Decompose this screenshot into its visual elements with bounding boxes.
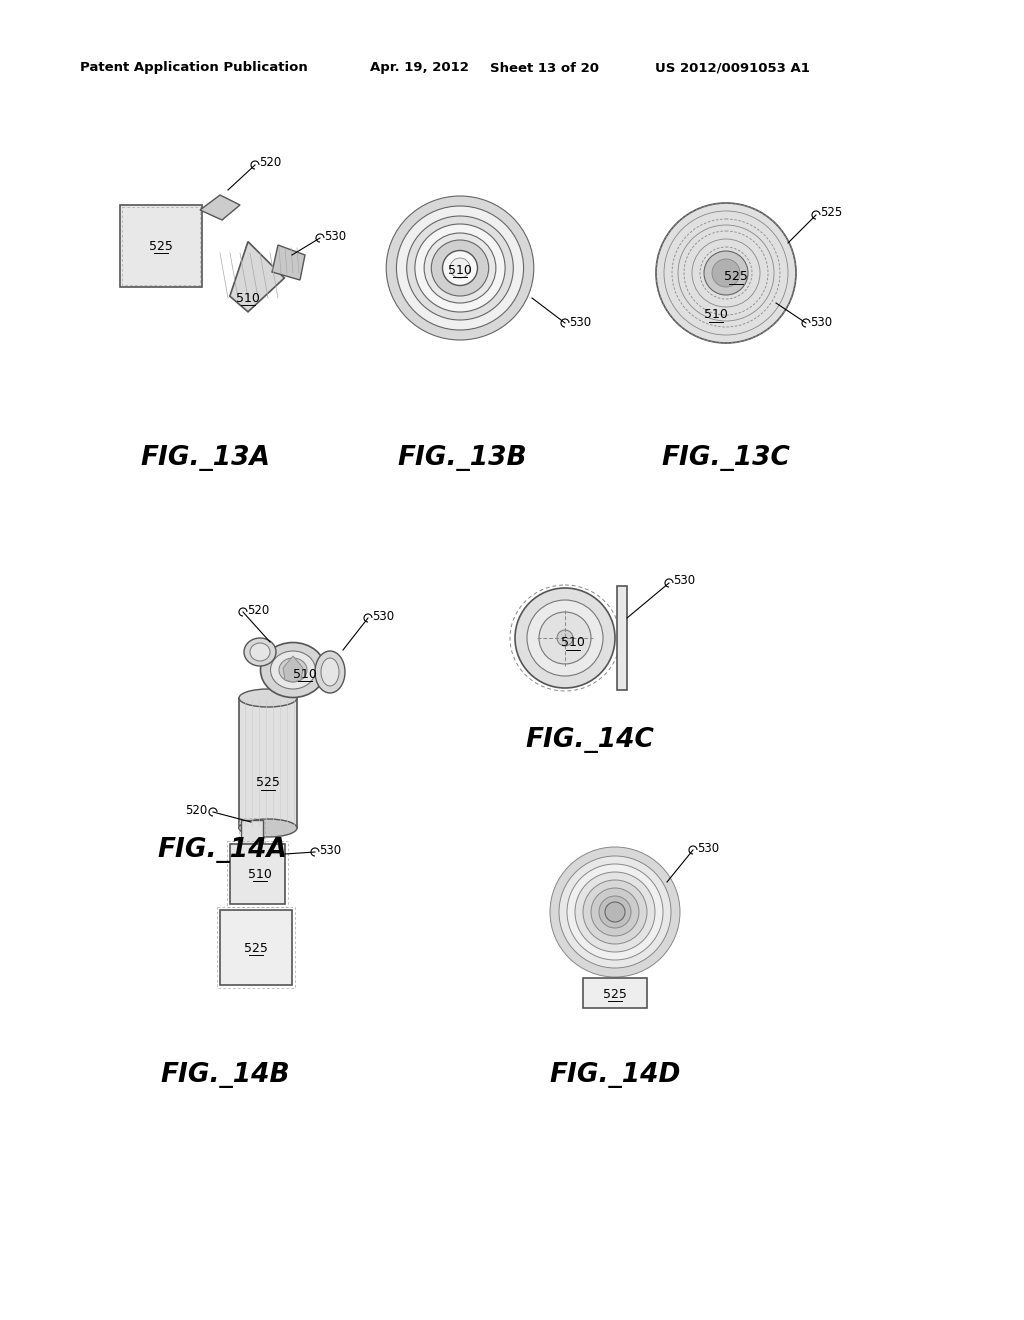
Text: 520: 520: [185, 804, 207, 817]
Text: 520: 520: [259, 156, 282, 169]
Text: 510: 510: [293, 668, 317, 681]
Text: FIG._14D: FIG._14D: [549, 1063, 681, 1088]
Ellipse shape: [321, 657, 339, 686]
FancyBboxPatch shape: [583, 978, 647, 1008]
Text: US 2012/0091053 A1: US 2012/0091053 A1: [655, 62, 810, 74]
Ellipse shape: [270, 651, 315, 689]
Polygon shape: [283, 656, 303, 682]
Polygon shape: [239, 698, 297, 828]
Ellipse shape: [239, 818, 297, 837]
Circle shape: [599, 896, 631, 928]
Text: 530: 530: [319, 843, 341, 857]
Ellipse shape: [250, 643, 270, 661]
FancyBboxPatch shape: [617, 586, 627, 690]
Text: 530: 530: [569, 315, 591, 329]
Ellipse shape: [260, 643, 326, 697]
Circle shape: [567, 865, 663, 960]
Text: 520: 520: [247, 603, 269, 616]
Text: 525: 525: [244, 941, 268, 954]
FancyBboxPatch shape: [220, 909, 292, 985]
Ellipse shape: [396, 206, 523, 330]
Text: Apr. 19, 2012: Apr. 19, 2012: [370, 62, 469, 74]
Text: 510: 510: [561, 636, 585, 649]
Circle shape: [527, 601, 603, 676]
Circle shape: [557, 630, 573, 645]
Text: 510: 510: [248, 867, 272, 880]
Circle shape: [559, 855, 671, 968]
Circle shape: [515, 587, 615, 688]
Ellipse shape: [239, 689, 297, 708]
Circle shape: [575, 873, 655, 952]
FancyBboxPatch shape: [241, 820, 263, 843]
Polygon shape: [200, 195, 240, 220]
Ellipse shape: [442, 251, 477, 285]
Text: Patent Application Publication: Patent Application Publication: [80, 62, 308, 74]
Ellipse shape: [407, 216, 513, 319]
Ellipse shape: [386, 195, 534, 341]
Text: FIG._14B: FIG._14B: [160, 1063, 290, 1088]
Text: 525: 525: [820, 206, 843, 219]
Ellipse shape: [712, 259, 740, 286]
Text: 525: 525: [603, 987, 627, 1001]
Circle shape: [605, 902, 625, 921]
Ellipse shape: [415, 224, 505, 312]
Text: FIG._13C: FIG._13C: [662, 445, 791, 471]
Circle shape: [591, 888, 639, 936]
Text: FIG._14A: FIG._14A: [157, 837, 287, 863]
Circle shape: [550, 847, 680, 977]
Text: 525: 525: [256, 776, 280, 789]
Text: 530: 530: [324, 230, 346, 243]
Text: FIG._14C: FIG._14C: [525, 727, 654, 752]
Text: 510: 510: [449, 264, 472, 276]
Text: 510: 510: [237, 292, 260, 305]
Text: FIG._13B: FIG._13B: [397, 445, 526, 471]
Ellipse shape: [424, 234, 496, 304]
Ellipse shape: [279, 657, 307, 682]
Text: 525: 525: [150, 239, 173, 252]
Ellipse shape: [705, 251, 748, 294]
Ellipse shape: [450, 257, 470, 279]
Text: 510: 510: [705, 309, 728, 322]
Circle shape: [583, 880, 647, 944]
Ellipse shape: [244, 638, 276, 667]
FancyBboxPatch shape: [120, 205, 202, 286]
Text: Sheet 13 of 20: Sheet 13 of 20: [490, 62, 599, 74]
Text: 530: 530: [673, 574, 695, 587]
Polygon shape: [272, 246, 305, 280]
Text: 530: 530: [697, 842, 719, 854]
Text: FIG._13A: FIG._13A: [140, 445, 270, 471]
Ellipse shape: [656, 203, 796, 343]
Circle shape: [539, 612, 591, 664]
Polygon shape: [229, 242, 285, 312]
FancyBboxPatch shape: [230, 843, 285, 904]
Text: 530: 530: [810, 315, 833, 329]
Ellipse shape: [315, 651, 345, 693]
Text: 530: 530: [372, 610, 394, 623]
Ellipse shape: [431, 240, 488, 296]
Text: 525: 525: [724, 271, 748, 284]
